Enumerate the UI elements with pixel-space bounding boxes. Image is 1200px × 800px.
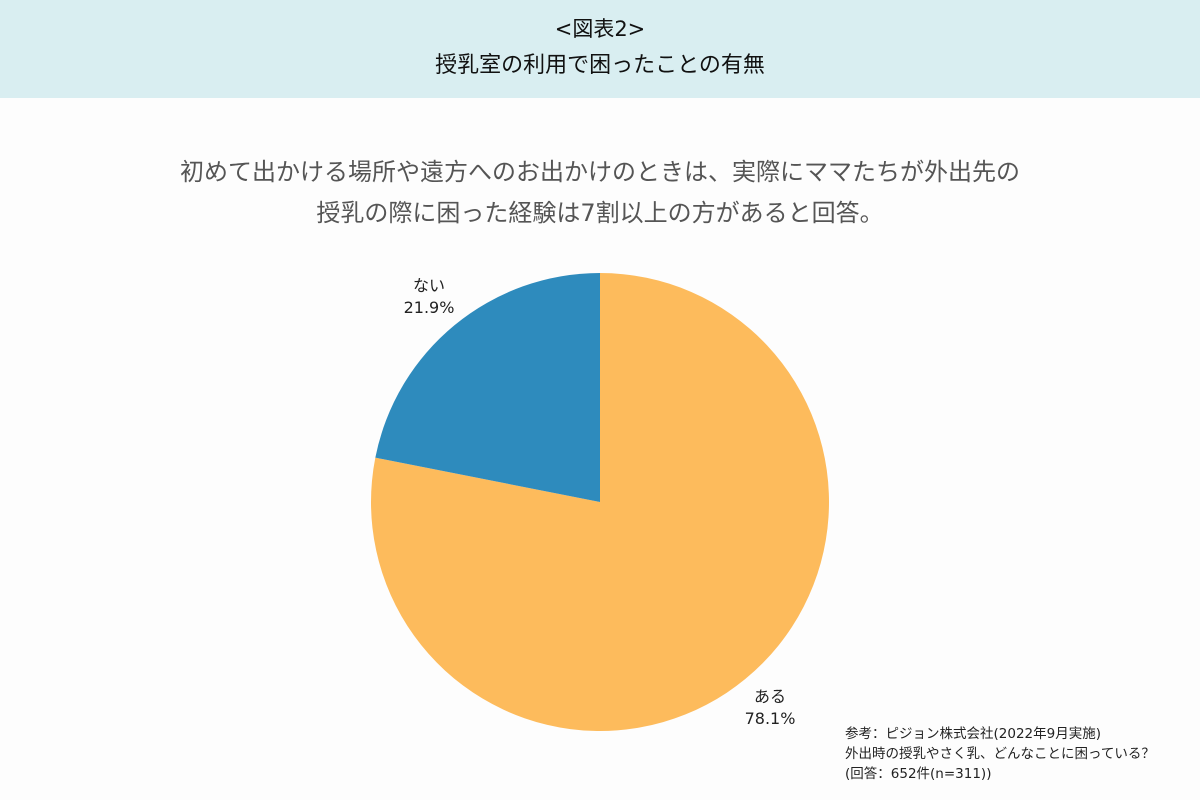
pie-label-nai-name: ない	[412, 276, 445, 295]
subtitle-line-1: 初めて出かける場所や遠方へのお出かけのときは、実際にママたちが外出先の	[180, 158, 1020, 186]
source-line-3: (回答：652件(n=311))	[845, 766, 992, 782]
figure-title: 授乳室の利用で困ったことの有無	[435, 53, 765, 78]
pie-slice-nai	[375, 273, 600, 502]
subtitle-line-2: 授乳の際に困った経験は7割以上の方があると回答。	[316, 199, 884, 227]
source-line-1: 参考：ピジョン株式会社(2022年9月実施)	[845, 726, 1101, 742]
source-note: 参考：ピジョン株式会社(2022年9月実施) 外出時の授乳やさく乳、どんなことに…	[845, 724, 1155, 784]
pie-slice-aru	[371, 273, 830, 732]
pie-label-aru-name: ある	[753, 687, 786, 706]
pie-label-nai: ない 21.9%	[384, 275, 474, 319]
pie-label-aru-value: 78.1%	[744, 709, 796, 728]
pie-label-aru: ある 78.1%	[725, 686, 815, 730]
source-line-2: 外出時の授乳やさく乳、どんなことに困っている？	[845, 746, 1155, 762]
header-banner: <図表2> 授乳室の利用で困ったことの有無	[0, 0, 1200, 98]
pie-label-nai-value: 21.9%	[403, 298, 455, 317]
figure-label: <図表2>	[554, 17, 646, 41]
